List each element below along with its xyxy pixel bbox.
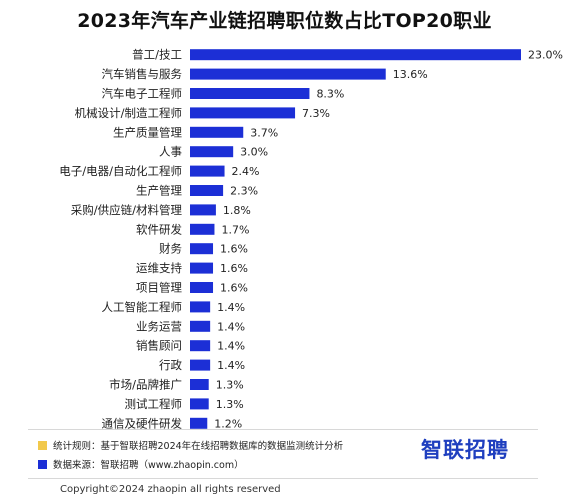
- value-label: 1.6%: [220, 282, 248, 295]
- value-label: 3.0%: [240, 146, 268, 159]
- legend-swatch-yellow: [38, 440, 47, 450]
- brand-logo: 智联招聘: [421, 438, 509, 462]
- value-label: 1.4%: [217, 320, 245, 333]
- category-label: 机械设计/制造工程师: [75, 106, 182, 120]
- value-label: 1.3%: [216, 398, 244, 411]
- value-label: 8.3%: [316, 88, 344, 101]
- bar: [190, 185, 224, 196]
- value-label: 1.3%: [216, 379, 244, 392]
- bar: [190, 320, 211, 332]
- bar: [190, 204, 216, 216]
- bar: [190, 146, 234, 158]
- category-label: 市场/品牌推广: [109, 378, 182, 392]
- value-label: 7.3%: [302, 107, 330, 120]
- legend-item-rule: 统计规则：基于智联招聘2024年在线招聘数据库的数据监测统计分析: [38, 438, 343, 452]
- bar: [190, 340, 211, 352]
- legend-text-source: 数据来源：智联招聘（www.zhaopin.com）: [53, 460, 244, 471]
- bar: [190, 262, 214, 274]
- value-label: 1.8%: [223, 204, 251, 217]
- bar: [190, 282, 214, 293]
- category-label: 业务运营: [136, 319, 182, 333]
- bar: [190, 126, 244, 138]
- legend-swatch-blue: [38, 459, 47, 469]
- category-label: 生产管理: [136, 184, 182, 198]
- category-label: 通信及硬件研发: [102, 416, 183, 430]
- bar: [190, 107, 296, 119]
- bar: [190, 68, 386, 80]
- copyright-text: Copyright©2024 zhaopin all rights reserv…: [60, 484, 281, 495]
- divider: [28, 429, 538, 430]
- category-label: 财务: [159, 242, 182, 256]
- value-label: 2.3%: [230, 185, 258, 198]
- bar: [190, 398, 209, 410]
- value-label: 1.6%: [220, 262, 248, 275]
- bar: [190, 165, 225, 177]
- value-label: 2.4%: [232, 165, 260, 178]
- category-label: 软件研发: [136, 222, 182, 236]
- value-label: 13.6%: [393, 68, 428, 81]
- bar: [190, 379, 209, 390]
- category-label: 测试工程师: [125, 397, 183, 411]
- bar: [190, 417, 208, 429]
- legend-item-source: 数据来源：智联招聘（www.zhaopin.com）: [38, 457, 244, 471]
- category-label: 电子/电器/自动化工程师: [59, 164, 182, 178]
- value-label: 1.4%: [217, 340, 245, 353]
- category-label: 汽车销售与服务: [102, 67, 183, 81]
- bar: [190, 359, 211, 371]
- category-label: 普工/技工: [132, 48, 182, 62]
- bar: [190, 88, 310, 99]
- category-label: 生产质量管理: [113, 125, 182, 139]
- legend-text-rule: 统计规则：基于智联招聘2024年在线招聘数据库的数据监测统计分析: [53, 441, 344, 452]
- category-label: 销售顾问: [136, 339, 182, 353]
- footer-divider: [28, 478, 538, 479]
- bar: [190, 223, 215, 235]
- bar-chart: 普工/技工 23.0% 汽车销售与服务 13.6% 汽车电子工程师 8.3% 机械设计/制造…: [59, 48, 563, 430]
- category-label: 人工智能工程师: [102, 300, 183, 314]
- chart-title: 2023年汽车产业链招聘职位数占比TOP20职业: [77, 10, 492, 32]
- category-label: 采购/供应链/材料管理: [71, 203, 183, 217]
- value-label: 1.6%: [220, 243, 248, 256]
- category-label: 人事: [159, 145, 182, 159]
- category-label: 行政: [159, 358, 182, 372]
- bar: [190, 243, 214, 255]
- bar: [190, 49, 521, 61]
- category-label: 项目管理: [136, 281, 182, 295]
- value-label: 23.0%: [528, 49, 563, 62]
- value-label: 1.2%: [214, 417, 242, 430]
- value-label: 3.7%: [250, 126, 278, 139]
- value-label: 1.4%: [217, 301, 245, 314]
- category-label: 汽车电子工程师: [102, 87, 183, 101]
- value-label: 1.4%: [217, 359, 245, 372]
- bar: [190, 301, 211, 313]
- value-label: 1.7%: [221, 223, 249, 236]
- category-label: 运维支持: [136, 261, 182, 275]
